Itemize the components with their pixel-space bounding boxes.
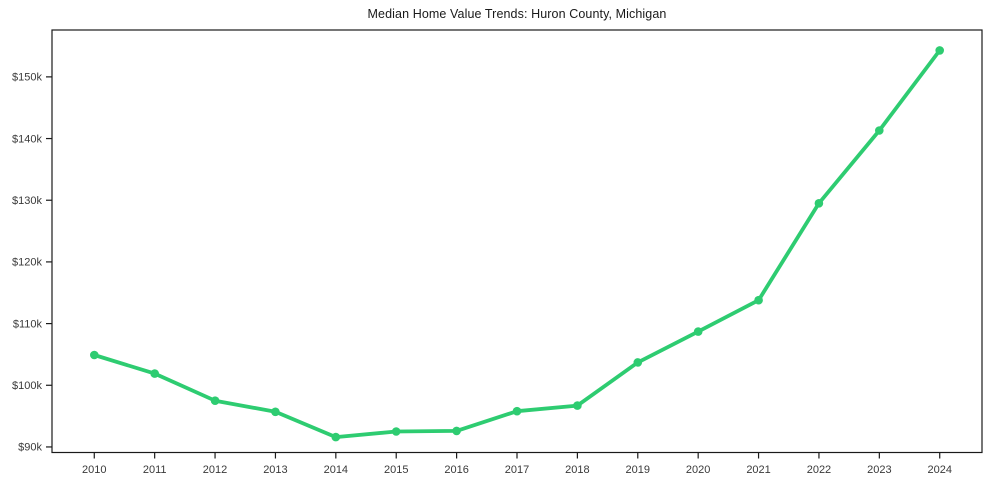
x-axis-tick-label: 2020 <box>686 464 710 476</box>
y-axis-tick-label: $150k <box>12 72 42 84</box>
x-axis-tick-label: 2011 <box>143 464 167 476</box>
trend-line <box>92 48 942 440</box>
y-axis-tick-label: $140k <box>12 133 42 145</box>
x-axis-tick-label: 2022 <box>807 464 831 476</box>
data-point-marker <box>935 46 944 55</box>
x-axis-tick-label: 2021 <box>746 464 770 476</box>
data-point-marker <box>331 432 341 442</box>
data-point-marker <box>573 401 582 410</box>
x-axis-tick-label: 2013 <box>263 464 287 476</box>
x-axis-tick-label: 2017 <box>505 464 529 476</box>
y-axis-tick-label: $130k <box>12 195 42 207</box>
x-axis-tick-label: 2016 <box>444 464 468 476</box>
y-axis-tick-label: $90k <box>18 442 42 454</box>
data-point-marker <box>210 396 220 406</box>
x-axis-tick-label: 2014 <box>324 464 348 476</box>
data-point-marker <box>814 199 824 208</box>
data-point-marker <box>391 427 401 436</box>
data-point-marker <box>693 327 703 336</box>
x-axis-tick-label: 2023 <box>867 464 891 476</box>
x-axis-tick-label: 2024 <box>927 464 951 476</box>
data-point-marker <box>754 295 763 305</box>
data-point-marker <box>512 406 522 416</box>
x-axis-tick-label: 2019 <box>626 464 650 476</box>
data-point-marker <box>150 369 159 378</box>
x-axis-tick-label: 2012 <box>203 464 227 476</box>
data-point-marker <box>90 350 99 360</box>
y-axis-tick-label: $120k <box>12 257 42 269</box>
chart-title: Median Home Value Trends: Huron County, … <box>367 7 667 21</box>
y-axis-tick-label: $110k <box>13 318 43 330</box>
x-axis-tick-label: 2015 <box>384 464 408 476</box>
x-axis-tick-label: 2010 <box>82 464 106 476</box>
data-point-marker <box>875 126 884 135</box>
data-point-marker <box>452 426 461 436</box>
x-axis-tick-label: 2018 <box>565 464 589 476</box>
data-point-marker <box>633 358 643 367</box>
y-axis-tick-label: $100k <box>12 380 42 392</box>
data-point-marker <box>271 407 280 417</box>
